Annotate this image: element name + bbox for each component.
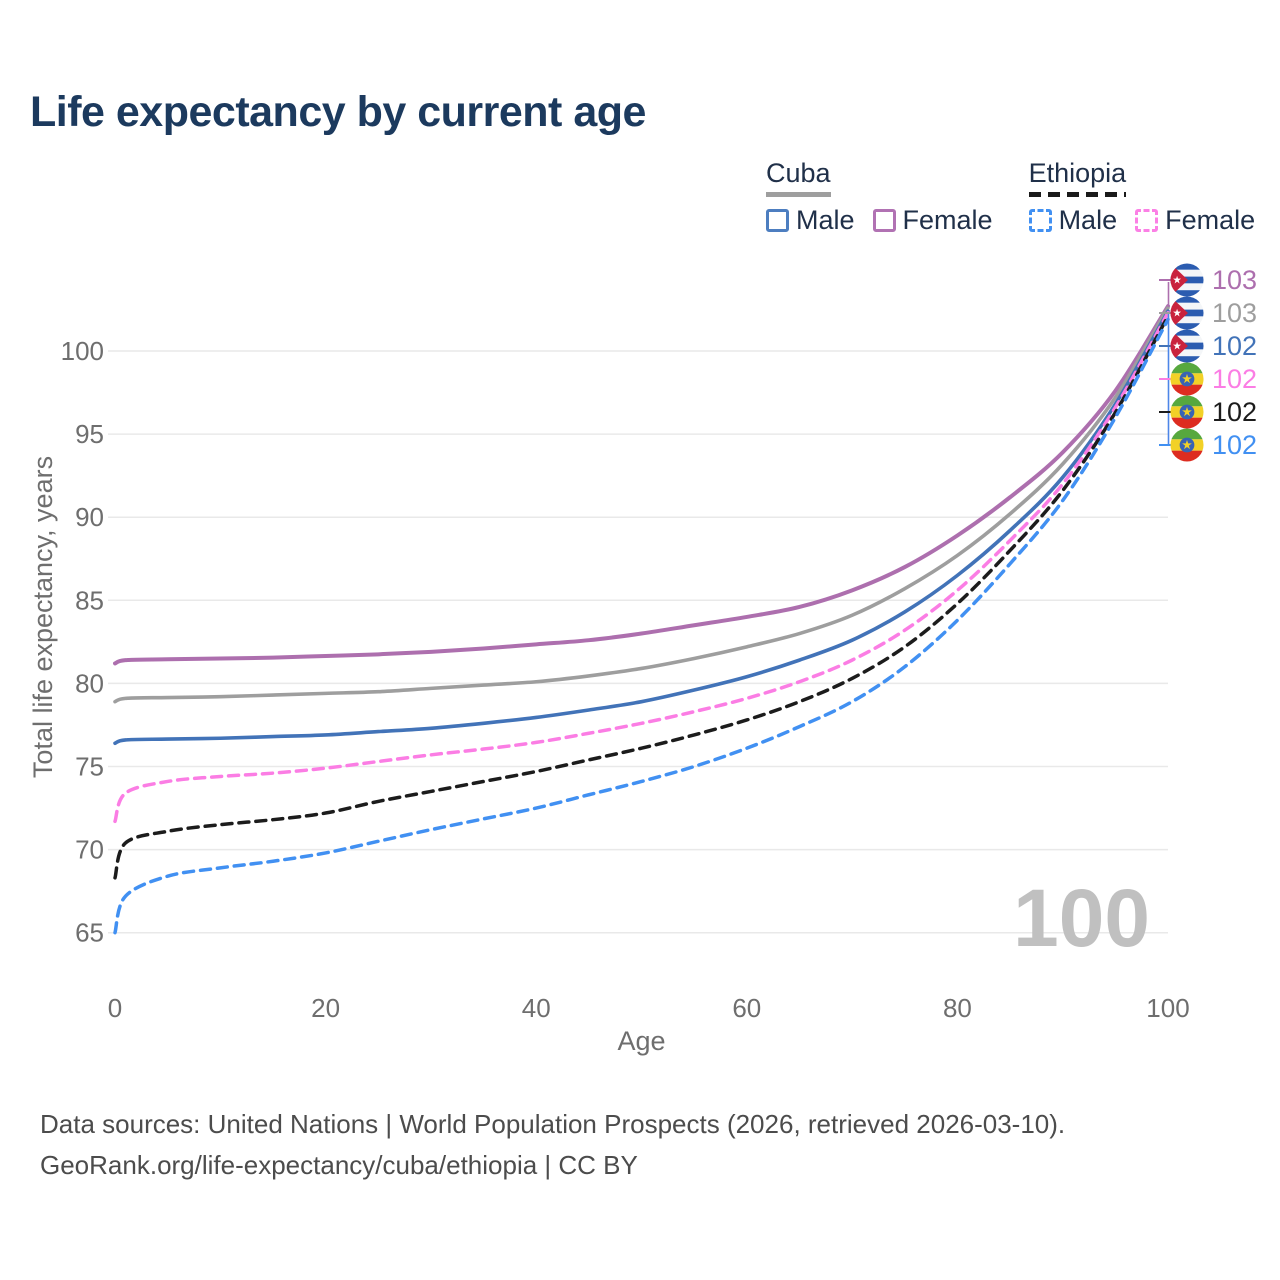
x-axis-title: Age xyxy=(617,1026,665,1056)
ethiopia-flag-icon xyxy=(1170,362,1204,396)
y-tick-75: 75 xyxy=(75,752,104,782)
footer-sources: Data sources: United Nations | World Pop… xyxy=(40,1109,1066,1139)
legend-swatch-icon xyxy=(766,209,789,232)
y-tick-100: 100 xyxy=(61,336,104,366)
legend-item-label: Male xyxy=(796,205,855,235)
y-tick-95: 95 xyxy=(75,419,104,449)
end-label-ethiopia: 102 xyxy=(1170,395,1257,429)
series-line-cuba-male[interactable] xyxy=(113,309,1170,746)
legend-swatch-icon xyxy=(1028,209,1052,232)
legend: Cuba Male Female Ethiopia Male Female xyxy=(766,158,1255,236)
series-line-ethiopia[interactable] xyxy=(113,314,1170,880)
legend-item-cuba-male[interactable]: Male xyxy=(766,205,855,236)
legend-group-ethiopia: Ethiopia Male Female xyxy=(1028,158,1255,236)
footer: Data sources: United Nations | World Pop… xyxy=(40,1104,1065,1186)
x-tick-0: 0 xyxy=(108,993,122,1023)
legend-swatch-icon xyxy=(1135,209,1159,232)
y-axis-title: Total life expectancy, years xyxy=(28,456,58,778)
age-watermark: 100 xyxy=(1013,873,1150,964)
legend-item-ethiopia-male[interactable]: Male xyxy=(1028,205,1118,236)
legend-item-ethiopia-female[interactable]: Female xyxy=(1135,205,1255,236)
ethiopia-flag-icon xyxy=(1170,395,1204,429)
page-title: Life expectancy by current age xyxy=(30,88,646,136)
legend-item-label: Female xyxy=(902,205,993,235)
series-line-ethiopia-female[interactable] xyxy=(113,311,1170,824)
cuba-flag-icon xyxy=(1170,263,1204,297)
end-label-ethiopia-male: 102 xyxy=(1170,428,1257,462)
x-tick-60: 60 xyxy=(732,993,761,1023)
end-value-cuba: 103 xyxy=(1212,297,1258,328)
x-tick-100: 100 xyxy=(1146,993,1189,1023)
y-tick-65: 65 xyxy=(75,918,104,948)
legend-group-title: Cuba xyxy=(766,158,831,188)
x-tick-40: 40 xyxy=(522,993,551,1023)
y-tick-80: 80 xyxy=(75,668,104,698)
end-value-cuba-female: 103 xyxy=(1212,264,1258,295)
x-tick-20: 20 xyxy=(311,993,340,1023)
end-label-cuba-male: 102 xyxy=(1170,329,1257,363)
end-label-ethiopia-female: 102 xyxy=(1170,362,1257,396)
cuba-flag-icon xyxy=(1170,296,1204,330)
end-value-ethiopia-female: 102 xyxy=(1212,363,1258,394)
end-label-cuba-female: 103 xyxy=(1170,263,1257,297)
legend-group-linestyle-dashed xyxy=(1028,192,1127,197)
ethiopia-flag-icon xyxy=(1170,428,1204,462)
legend-item-label: Male xyxy=(1058,205,1118,235)
legend-item-cuba-female[interactable]: Female xyxy=(872,205,993,236)
legend-items: Male Female xyxy=(766,205,993,236)
legend-group-header-ethiopia: Ethiopia xyxy=(1028,158,1127,197)
end-value-ethiopia: 102 xyxy=(1212,396,1258,427)
legend-swatch-icon xyxy=(872,209,896,232)
legend-group-linestyle-solid xyxy=(766,192,831,197)
end-label-cuba: 103 xyxy=(1170,296,1257,330)
y-tick-90: 90 xyxy=(75,502,104,532)
legend-item-label: Female xyxy=(1165,205,1256,235)
y-tick-70: 70 xyxy=(75,835,104,865)
cuba-flag-icon xyxy=(1170,329,1204,363)
y-tick-85: 85 xyxy=(75,585,104,615)
legend-group-header-cuba: Cuba xyxy=(766,158,831,197)
legend-group-title: Ethiopia xyxy=(1028,158,1127,188)
end-value-ethiopia-male: 102 xyxy=(1212,429,1258,460)
x-tick-80: 80 xyxy=(943,993,972,1023)
footer-attribution[interactable]: GeoRank.org/life-expectancy/cuba/ethiopi… xyxy=(40,1150,638,1180)
legend-group-cuba: Cuba Male Female xyxy=(766,158,993,236)
series-line-cuba-female[interactable] xyxy=(113,304,1170,666)
series-line-cuba[interactable] xyxy=(113,305,1170,704)
series-line-ethiopia-male[interactable] xyxy=(113,317,1170,935)
end-value-cuba-male: 102 xyxy=(1212,330,1258,361)
legend-items: Male Female xyxy=(1028,205,1255,236)
